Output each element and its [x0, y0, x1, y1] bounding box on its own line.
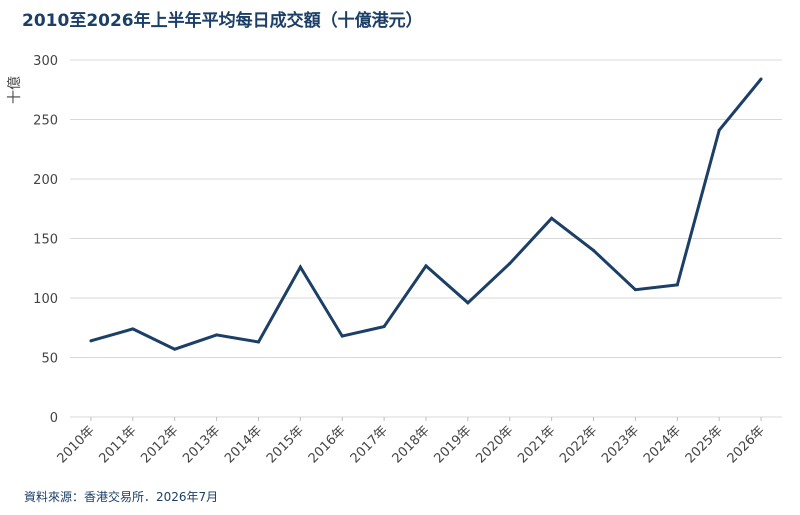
data-point [340, 334, 344, 338]
y-tick-label: 250 [33, 114, 58, 129]
x-tick-label: 2022年 [557, 423, 600, 466]
y-tick-label: 200 [33, 173, 58, 188]
chart-title: 2010至2026年上半年平均每日成交額（十億港元） [22, 11, 423, 31]
y-tick-label: 150 [33, 233, 58, 248]
y-tick-label: 50 [41, 352, 58, 367]
y-tick-label: 0 [50, 411, 58, 426]
data-point [382, 325, 386, 329]
data-point [298, 265, 302, 269]
data-point [759, 77, 763, 81]
source-note: 資料來源：香港交易所．2026年7月 [24, 490, 219, 504]
x-tick-label: 2010年 [55, 423, 98, 466]
data-point [592, 248, 596, 252]
x-tick-label: 2014年 [222, 423, 265, 466]
data-point [550, 216, 554, 220]
data-point [89, 339, 93, 343]
data-point [717, 128, 721, 132]
x-tick-label: 2024年 [641, 423, 684, 466]
y-tick-label: 300 [33, 54, 58, 69]
y-tick-label: 100 [33, 292, 58, 307]
data-point [466, 301, 470, 305]
gridlines [70, 59, 782, 418]
y-axis-ticks: 0 50 100 150 200 250 300 [33, 54, 58, 426]
y-axis-label: 十億 [7, 76, 23, 104]
x-tick-label: 2025年 [683, 423, 726, 466]
x-tick-label: 2013年 [180, 423, 223, 466]
x-tick-label: 2018年 [390, 423, 433, 466]
x-tick-label: 2020年 [473, 423, 516, 466]
data-point [215, 333, 219, 337]
data-point [633, 288, 637, 292]
data-point [508, 261, 512, 265]
x-tick-label: 2026年 [725, 423, 768, 466]
data-point [131, 327, 135, 331]
x-axis-ticks: 2010年2011年2012年2013年2014年2015年2016年2017年… [55, 417, 768, 466]
x-tick-label: 2011年 [96, 423, 139, 466]
x-tick-label: 2015年 [264, 423, 307, 466]
data-point [675, 283, 679, 287]
x-tick-label: 2017年 [348, 423, 391, 466]
x-tick-label: 2019年 [432, 423, 475, 466]
x-tick-label: 2012年 [138, 423, 181, 466]
x-tick-label: 2016年 [306, 423, 349, 466]
data-point [256, 340, 260, 344]
series-layer [89, 77, 763, 351]
data-point [424, 264, 428, 268]
x-tick-label: 2023年 [599, 423, 642, 466]
x-tick-label: 2021年 [515, 423, 558, 466]
data-point [173, 347, 177, 351]
